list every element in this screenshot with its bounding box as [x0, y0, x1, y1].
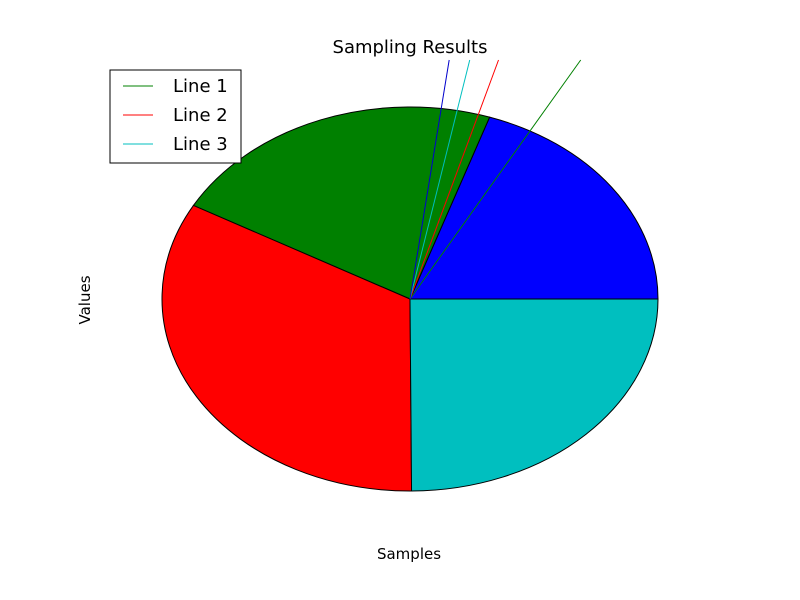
legend-label-line-1: Line 1 [173, 76, 228, 97]
pie-slices [161, 106, 659, 492]
series-line-3 [409, 59, 471, 300]
x-axis-label: Samples [377, 545, 441, 563]
chart-title: Sampling Results [333, 37, 488, 58]
series-line-2 [409, 59, 499, 300]
series-line-1 [409, 59, 582, 300]
legend-label-line-3: Line 3 [173, 134, 228, 155]
pie-slice-3 [161, 204, 413, 492]
pie-slice-1 [409, 116, 659, 300]
pie-slice-2 [192, 106, 491, 300]
pie-slice-4 [409, 298, 659, 492]
series-lines [409, 59, 582, 300]
series-line-4 [409, 59, 450, 300]
y-axis-label: Values [76, 275, 94, 324]
legend-label-line-2: Line 2 [173, 105, 228, 126]
legend: Line 1 Line 2 Line 3 [109, 69, 242, 164]
